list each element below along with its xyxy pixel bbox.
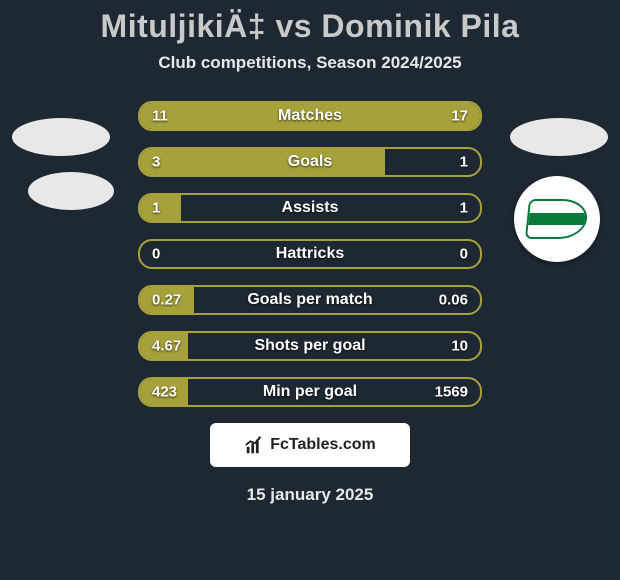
- stat-value-left: 423: [152, 384, 177, 401]
- comparison-card: MituljikiÄ‡ vs Dominik Pila Club competi…: [0, 0, 620, 580]
- stat-value-right: 0.06: [439, 292, 468, 309]
- stat-label: Hattricks: [276, 245, 344, 263]
- stat-label: Min per goal: [263, 383, 357, 401]
- stat-value-left: 11: [152, 108, 168, 125]
- stat-label: Matches: [278, 107, 342, 125]
- stat-value-right: 17: [451, 108, 468, 125]
- stat-label: Goals: [288, 153, 332, 171]
- stat-row: 11 17 Matches: [138, 101, 482, 131]
- stat-label: Shots per goal: [254, 337, 365, 355]
- brand-box: FcTables.com: [210, 423, 410, 467]
- player-right-badge-1: [510, 118, 608, 156]
- date-text: 15 january 2025: [0, 485, 620, 505]
- player-left-badge-1: [12, 118, 110, 156]
- bar-fill-left: [140, 195, 181, 221]
- stat-row: 423 1569 Min per goal: [138, 377, 482, 407]
- stat-row: 4.67 10 Shots per goal: [138, 331, 482, 361]
- stat-value-right: 1: [460, 200, 468, 217]
- player-right-club-logo: [514, 176, 600, 262]
- stat-value-right: 0: [460, 246, 468, 263]
- stat-value-right: 1569: [435, 384, 468, 401]
- stat-row: 0 0 Hattricks: [138, 239, 482, 269]
- stat-value-right: 1: [460, 154, 468, 171]
- stat-value-left: 3: [152, 154, 160, 171]
- stat-row: 3 1 Goals: [138, 147, 482, 177]
- chart-icon: [244, 434, 266, 456]
- stats-rows: 1117Matches31Goals11Assists00Hattricks0.…: [138, 101, 482, 407]
- club-flag-icon: [525, 199, 589, 239]
- stat-value-left: 1: [152, 200, 160, 217]
- subtitle: Club competitions, Season 2024/2025: [0, 53, 620, 73]
- stat-value-left: 4.67: [152, 338, 181, 355]
- bar-fill-left: [140, 149, 385, 175]
- stat-value-left: 0.27: [152, 292, 181, 309]
- stat-label: Goals per match: [247, 291, 372, 309]
- stat-row: 1 1 Assists: [138, 193, 482, 223]
- player-left-badge-2: [28, 172, 114, 210]
- page-title: MituljikiÄ‡ vs Dominik Pila: [0, 8, 620, 45]
- stat-value-left: 0: [152, 246, 160, 263]
- stat-row: 0.27 0.06 Goals per match: [138, 285, 482, 315]
- stat-value-right: 10: [451, 338, 468, 355]
- brand-text: FcTables.com: [270, 436, 376, 454]
- stat-label: Assists: [282, 199, 339, 217]
